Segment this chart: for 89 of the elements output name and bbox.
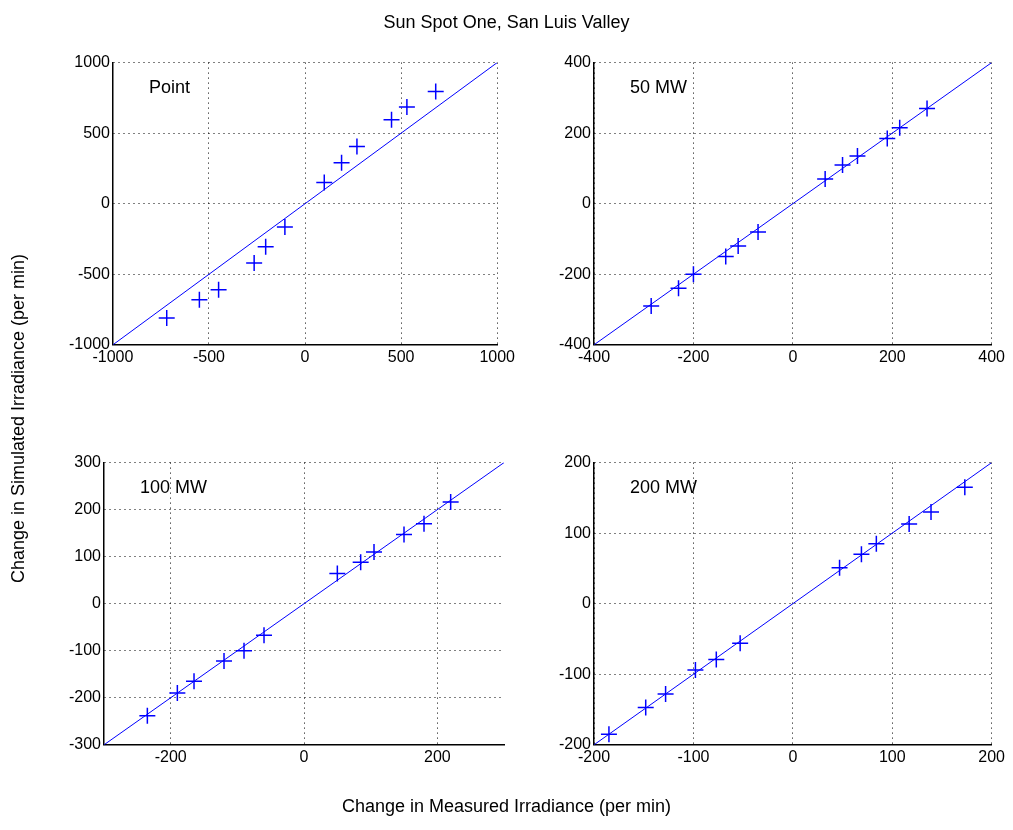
x-tick-label: 0 [299,747,309,765]
point [398,98,416,116]
y-tick-label: 400 [564,53,592,71]
point [441,493,460,511]
point [867,534,886,553]
point [852,545,871,564]
x-tick-label: 1000 [479,347,516,365]
point [669,279,688,298]
y-tick-label: 300 [74,453,102,471]
annotation: Point [148,76,190,97]
point [245,254,263,272]
point [315,173,334,192]
y-tick-label: -200 [558,264,592,282]
point [900,515,918,533]
point [642,297,660,315]
point [168,684,187,702]
point [255,626,273,644]
point [190,290,209,309]
point [729,237,747,255]
y-axis-title: Change in Simulated Irradiance (per min) [7,252,29,586]
x-tick-label: -500 [192,347,226,365]
y-tick-label: 0 [582,594,592,612]
point [636,698,655,717]
point [848,147,867,165]
y-tick-label: -200 [68,688,102,706]
y-tick-label: 100 [564,523,592,541]
point [332,154,351,172]
point [956,478,974,497]
x-tick-label: 200 [423,747,451,765]
point [415,514,433,533]
x-tick-label: 200 [978,747,1006,765]
point [215,652,233,670]
point [830,558,849,577]
point [138,706,157,725]
x-tick-label: 0 [300,347,310,365]
point [157,309,176,327]
point [878,129,897,148]
y-tick-label: -300 [68,735,102,753]
y-tick-label: 1000 [74,53,111,71]
point [395,525,413,544]
point [235,641,253,660]
point [707,650,726,669]
point [890,119,909,137]
y-tick-label: 200 [564,453,592,471]
point [922,503,940,521]
point [833,156,852,174]
point [348,137,366,156]
annotation: 100 MW [140,476,208,497]
point [256,237,275,256]
point [731,634,749,652]
point [749,223,767,241]
y-tick-label: -100 [68,641,102,659]
x-tick-label: 0 [788,347,798,365]
point [276,218,294,236]
point [656,685,675,703]
x-tick-label: -100 [677,747,710,765]
y-tick-label: 0 [92,594,102,612]
y-tick-label: -500 [77,264,111,282]
point [686,661,705,679]
x-tick-label: 200 [878,347,906,365]
y-tick-label: 0 [582,194,592,212]
y-tick-label: 200 [564,123,592,141]
point [426,82,445,101]
x-axis-title: Change in Measured Irradiance (per min) [340,796,673,817]
point [185,672,203,691]
point [716,247,735,266]
chart-title: Sun Spot One, San Luis Valley [382,12,631,33]
point [351,553,370,572]
x-tick-label: 100 [878,747,906,765]
y-tick-label: 500 [83,123,111,141]
x-tick-label: -200 [154,747,187,765]
point [365,543,383,561]
y-tick-label: 100 [74,547,102,565]
point [918,99,936,118]
point [600,725,618,743]
x-tick-label: -200 [677,347,710,365]
x-tick-label: 500 [387,347,415,365]
point [328,564,347,583]
annotation: 50 MW [630,76,688,97]
y-tick-label: -100 [558,664,592,682]
point [816,170,834,188]
point [382,111,401,129]
point [209,281,228,299]
point [684,265,703,283]
y-tick-label: 0 [101,194,111,212]
x-tick-label: 400 [978,347,1006,365]
x-tick-label: 0 [788,747,798,765]
annotation: 200 MW [630,476,698,497]
y-tick-label: 200 [74,500,102,518]
